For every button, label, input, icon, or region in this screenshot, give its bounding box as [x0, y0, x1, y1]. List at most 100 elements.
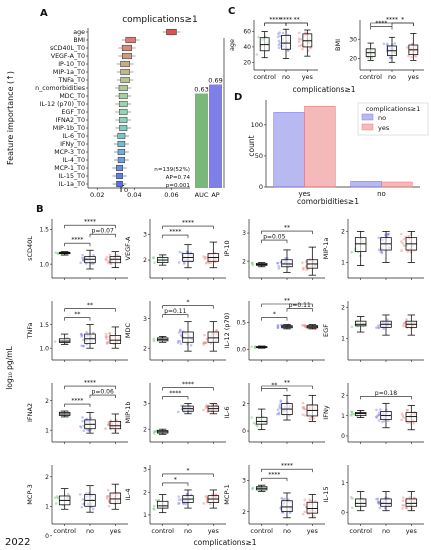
panel-b-IL-4-point: [205, 500, 209, 504]
panel-b-IFNy-point: [400, 418, 403, 422]
panel-b-IL-4-point: [152, 507, 155, 510]
panel-b-IL-15-box-control: [354, 498, 367, 507]
panel-b-IL-15-point: [402, 496, 405, 499]
panel-a-feature-label: MIP-1a_T0: [53, 69, 85, 76]
panel-c-age-point: [297, 37, 301, 41]
panel-b-MIP-1a-point: [380, 251, 384, 255]
panel-c-age-point: [298, 44, 301, 48]
panel-b-IL-4-xtick-label: control: [151, 527, 174, 535]
panel-d-bar-no-no: [350, 181, 382, 188]
panel-b-IL-6-point: [252, 421, 256, 425]
panel-b-IL-4-point: [177, 502, 180, 506]
panel-b-IL-6-point: [278, 405, 281, 409]
panel-b-TNFa-point: [108, 332, 112, 335]
panel-b-IL-15-point: [404, 506, 408, 510]
panel-b-IP-10-point: [276, 261, 279, 265]
panel-b-sCD40L-ylabel: sCD40L: [26, 236, 34, 261]
panel-b-MDC-point: [179, 342, 183, 346]
panel-c-BMI-point: [388, 56, 392, 60]
panel-b-IP-10: 2 3 IP-10 p=0.05 **: [223, 219, 325, 280]
panel-c-age-point: [286, 49, 290, 52]
panel-c-age-ytick-label: 40: [243, 44, 251, 51]
panel-b-IP-10-point: [251, 263, 255, 267]
panel-d-ytick-label: 0: [259, 183, 263, 191]
panel-b-VEGF-A-sig-label: ****: [169, 229, 181, 236]
panel-b-MIP-1a-point: [402, 238, 406, 241]
panel-b-IFNy-point: [378, 411, 381, 414]
panel-a-inset-value-label: 0.69: [208, 77, 222, 85]
panel-b-IFNy-point: [386, 419, 390, 423]
panel-c-BMI-ytick-label: 20: [349, 56, 357, 63]
panel-b-IL-12 (p70)-point: [303, 325, 307, 328]
panel-b-TNFa-point: [82, 344, 85, 348]
panel-b-TNFa-sig-bracket: [64, 317, 91, 321]
panel-b-IL-15-point: [401, 499, 405, 503]
panel-b-VEGF-A-point: [177, 261, 181, 264]
panel-b-IP-10-point: [277, 267, 281, 270]
panel-b-sCD40L-point: [54, 251, 58, 254]
panel-a-feature-label: TNFa_T0: [58, 77, 85, 84]
panel-b-VEGF-A: 2 3 VEGF-A ********: [124, 219, 226, 280]
panel-b-IP-10-ylabel: IP-10: [223, 240, 231, 256]
panel-b-IL-6-point: [312, 417, 315, 420]
panel-b-IFNA2: 1 2 IFNA2 **** p=0.06 ****: [26, 380, 128, 444]
panel-c-age-point: [299, 37, 303, 41]
panel-c-age-sig-bracket: [264, 22, 308, 26]
panel-b-EGF-ytick-label: 1: [341, 335, 345, 342]
panel-b-IP-10-point: [277, 264, 281, 268]
panel-b-IL-4-sig-bracket: [162, 473, 214, 477]
panel-b-MIP-1b-point: [215, 403, 218, 407]
panel-b-MIP-1a-point: [403, 244, 406, 248]
panel-b-IL-6-sig-label: **: [271, 382, 277, 389]
panel-b-IL-15-point: [401, 507, 404, 510]
panel-b-EGF-point: [375, 326, 378, 329]
panel-c-age-xtick-label: no: [282, 73, 290, 81]
panel-b-IP-10-sig-bracket: [261, 230, 313, 235]
panel-b-MIP-1b-ylabel: MIP-1b: [124, 402, 132, 424]
panel-b-sCD40L-ytick-label: 1.5: [39, 227, 49, 234]
panel-b-IL-4-point: [152, 504, 156, 508]
panel-b-TNFa-ytick-label: 1.0: [39, 345, 49, 352]
panel-c-BMI-point: [414, 55, 418, 58]
legend-label-yes: yes: [378, 124, 390, 132]
panel-a-ylabel: Feature importance (↑): [6, 71, 15, 165]
panel-b-VEGF-A-point: [204, 262, 208, 265]
panel-b-MDC-point: [202, 341, 206, 345]
panel-b-IL-6-point: [310, 416, 314, 419]
panel-d-legend: complications≥1 no yes: [357, 102, 429, 136]
panel-b-TNFa-point: [105, 337, 108, 340]
panel-b-sCD40L-point: [105, 258, 108, 262]
panel-a-feature-label: MDC_T0: [59, 93, 85, 100]
panel-b-TNFa-point: [53, 340, 57, 343]
panel-b-IP-10-sig-bracket: [261, 239, 288, 244]
legend-swatch-no: [361, 113, 374, 121]
panel-a-box-age: [166, 28, 177, 36]
panel-b-VEGF-A-point: [178, 250, 181, 254]
panel-b-MDC-ylabel: MDC: [124, 322, 132, 338]
panel-b-MIP-1a-point: [377, 248, 381, 252]
panel-a-title: complications≥1: [122, 15, 198, 25]
panel-b-MDC-box-no: [182, 331, 194, 343]
panel-b-MDC-point: [204, 341, 208, 344]
panel-b-IL-6: 0 2 IL-6 ** **: [223, 380, 325, 444]
panel-b-IL-4-point: [179, 498, 183, 501]
panel-b-IFNA2-point: [106, 423, 110, 427]
panel-b-EGF: 1 2 EGF: [322, 301, 424, 362]
panel-d-ytick-label: 50: [255, 152, 263, 160]
panel-b-EGF-point: [376, 324, 380, 327]
panel-b-MDC-point: [209, 342, 213, 345]
panel-b-EGF-point: [405, 318, 408, 321]
panel-b-sCD40L: 1.0 1.5 sCD40L **** p=0.07 ****: [26, 219, 128, 280]
panel-b-IL-12 (p70)-point: [253, 345, 257, 349]
panel-b-IL-15-point: [349, 495, 353, 499]
panel-a-inset-bar-AUC: [195, 93, 208, 188]
panel-b-IFNy-point: [350, 410, 354, 414]
footer-year: 2022: [5, 537, 30, 548]
panel-b-IFNy-point: [402, 416, 405, 419]
panel-b-IFNy-sig-bracket: [360, 396, 412, 400]
panel-a-feature-label: IP-10_T0: [58, 61, 85, 68]
panel-b-MCP-3-xtick-label: yes: [110, 527, 122, 535]
panel-b-IL-15-point: [401, 503, 404, 507]
panel-a-feature-label: IL-6_T0: [62, 133, 85, 140]
panel-b-MCP-1-xtick-label: control: [250, 527, 273, 535]
